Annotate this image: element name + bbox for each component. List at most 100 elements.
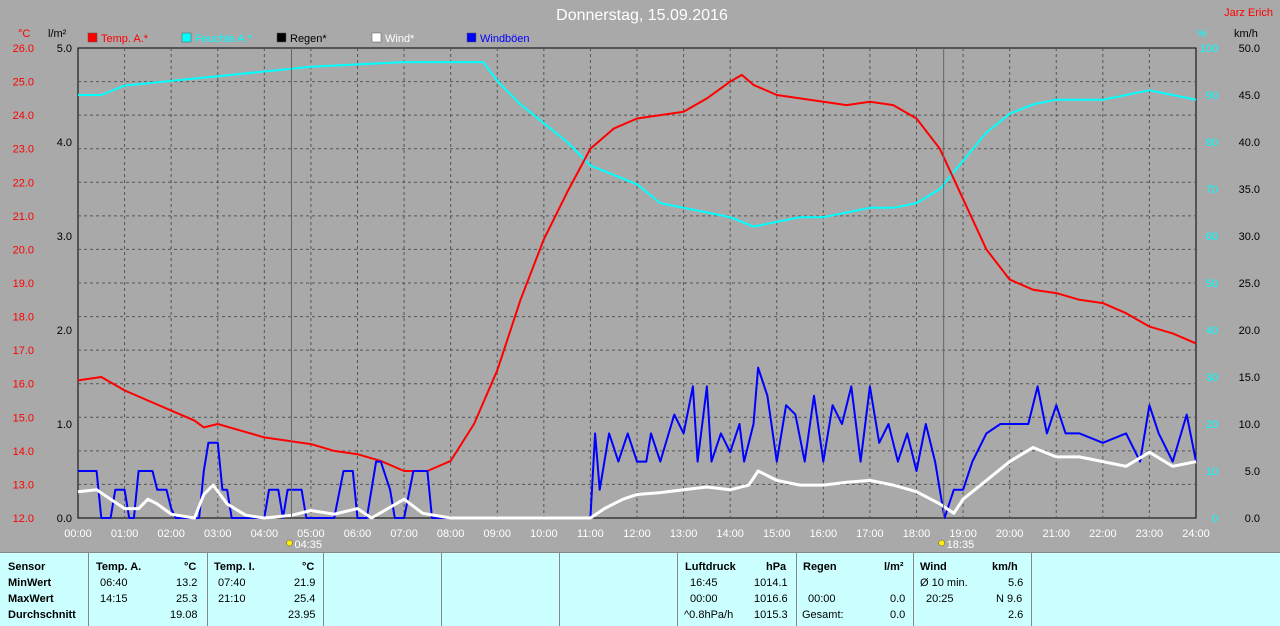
series-line — [78, 61, 1197, 228]
wind-avg-10min: 5.6 — [1008, 577, 1024, 589]
temp-a-max-time: 14:15 — [100, 593, 128, 605]
chart-title: Donnerstag, 15.09.2016 — [556, 7, 728, 24]
rain-tick-label: 0.0 — [57, 513, 72, 525]
x-tick-label: 01:00 — [111, 528, 139, 540]
temp-tick-label: 16.0 — [13, 379, 34, 391]
temp-a-min: 13.2 — [176, 577, 198, 589]
axis-tick-labels: 12.0 13.0 14.0 15.0 16.0 17.0 18.0 19.0 20.0 21.0… — [13, 43, 1260, 525]
x-tick-label: 03:00 — [204, 528, 232, 540]
pressure-min: 1014.1 — [754, 577, 788, 589]
temp-tick-label: 12.0 — [13, 513, 34, 525]
x-tick-label: 18:00 — [903, 528, 931, 540]
temp-tick-label: 26.0 — [13, 43, 34, 55]
temp-tick-label: 25.0 — [13, 77, 34, 89]
x-tick-label: 21:00 — [1042, 528, 1070, 540]
wind-unit: km/h — [992, 561, 1018, 573]
divider — [323, 553, 324, 626]
temp-i-header: Temp. I. — [214, 561, 255, 573]
author-label: Jarz Erich — [1224, 7, 1273, 19]
x-tick-label: 20:00 — [996, 528, 1024, 540]
x-tick-label: 19:00 — [949, 528, 977, 540]
series-line — [78, 366, 1197, 519]
x-tick-label: 06:00 — [344, 528, 372, 540]
temp-i-max: 25.4 — [294, 593, 316, 605]
temp-unit-label: °C — [18, 28, 30, 40]
x-tick-label: 04:00 — [251, 528, 279, 540]
x-tick-label: 11:00 — [577, 528, 604, 540]
legend-label: Regen* — [290, 33, 327, 45]
humidity-tick-label: 70 — [1206, 184, 1218, 196]
wind-tick-label: 0.0 — [1245, 513, 1260, 525]
humidity-tick-label: 40 — [1206, 325, 1218, 337]
divider — [913, 553, 914, 626]
divider — [1031, 553, 1032, 626]
pressure-header: Luftdruck — [685, 561, 736, 573]
legend-swatch — [276, 32, 287, 43]
x-tick-label: 13:00 — [670, 528, 698, 540]
x-tick-label: 22:00 — [1089, 528, 1117, 540]
temp-i-avg: 23.95 — [288, 609, 316, 621]
rain-tick-label: 1.0 — [57, 419, 72, 431]
wind-unit-label: km/h — [1234, 28, 1258, 40]
humidity-tick-label: 100 — [1200, 43, 1218, 55]
wind-average: 2.6 — [1008, 609, 1024, 621]
x-tick-label: 05:00 — [297, 528, 325, 540]
legend-label: Feuchte A.* — [195, 33, 253, 45]
legend-label: Windböen — [480, 33, 530, 45]
divider — [88, 553, 89, 626]
humidity-tick-label: 60 — [1206, 231, 1218, 243]
x-tick-label: 02:00 — [157, 528, 185, 540]
rain-unit-label: l/m² — [48, 28, 67, 40]
series-line — [77, 73, 1197, 472]
rain-tick-label: 4.0 — [57, 137, 72, 149]
wind-max: N 9.6 — [996, 593, 1023, 605]
wind-tick-label: 10.0 — [1239, 419, 1260, 431]
rain-max: 0.0 — [890, 593, 906, 605]
pressure-max: 1016.6 — [754, 593, 788, 605]
rain-tick-label: 5.0 — [57, 43, 72, 55]
humidity-tick-label: 10 — [1206, 466, 1218, 478]
legend-swatch — [87, 32, 98, 43]
temp-i-max-time: 21:10 — [218, 593, 246, 605]
marker-label: 18:35 — [947, 539, 975, 551]
temp-a-avg: 19.08 — [170, 609, 198, 621]
legend-swatch — [371, 32, 382, 43]
humidity-tick-label: 50 — [1206, 278, 1218, 290]
humidity-tick-label: 0 — [1212, 513, 1218, 525]
weather-chart: Donnerstag, 15.09.2016 Jarz Erich °C l/m… — [13, 7, 1273, 551]
temp-a-header: Temp. A. — [96, 561, 142, 573]
temp-i-min: 21.9 — [294, 577, 316, 589]
sensor-header: Sensor — [8, 561, 46, 573]
pressure-trend: ^0.8hPa/h — [684, 609, 734, 621]
wind-tick-label: 35.0 — [1239, 184, 1260, 196]
wind-tick-label: 40.0 — [1239, 137, 1260, 149]
temp-i-unit: °C — [302, 561, 315, 573]
grid-lines — [78, 48, 1196, 518]
x-tick-label: 24:00 — [1182, 528, 1210, 540]
wind-tick-label: 15.0 — [1239, 372, 1260, 384]
wind-tick-label: 45.0 — [1239, 90, 1260, 102]
statistics-table: Sensor MinWert MaxWert Durchschnitt Temp… — [0, 552, 1280, 626]
series-line — [77, 446, 1197, 520]
legend-label: Wind* — [385, 33, 415, 45]
temp-tick-label: 13.0 — [13, 479, 34, 491]
data-series — [77, 61, 1197, 520]
divider — [559, 553, 560, 626]
wind-max-time: 20:25 — [926, 593, 954, 605]
temp-tick-label: 22.0 — [13, 177, 34, 189]
temp-tick-label: 15.0 — [13, 412, 34, 424]
humidity-tick-label: 80 — [1206, 137, 1218, 149]
temp-tick-label: 18.0 — [13, 312, 34, 324]
x-tick-label: 14:00 — [716, 528, 744, 540]
divider — [677, 553, 678, 626]
pressure-unit: hPa — [766, 561, 787, 573]
wind-tick-label: 30.0 — [1239, 231, 1260, 243]
temp-tick-label: 21.0 — [13, 211, 34, 223]
pressure-min-time: 16:45 — [690, 577, 718, 589]
wind-tick-label: 20.0 — [1239, 325, 1260, 337]
humidity-tick-label: 20 — [1206, 419, 1218, 431]
temp-tick-label: 17.0 — [13, 345, 34, 357]
divider — [441, 553, 442, 626]
x-tick-label: 08:00 — [437, 528, 465, 540]
pressure-max-time: 00:00 — [690, 593, 718, 605]
